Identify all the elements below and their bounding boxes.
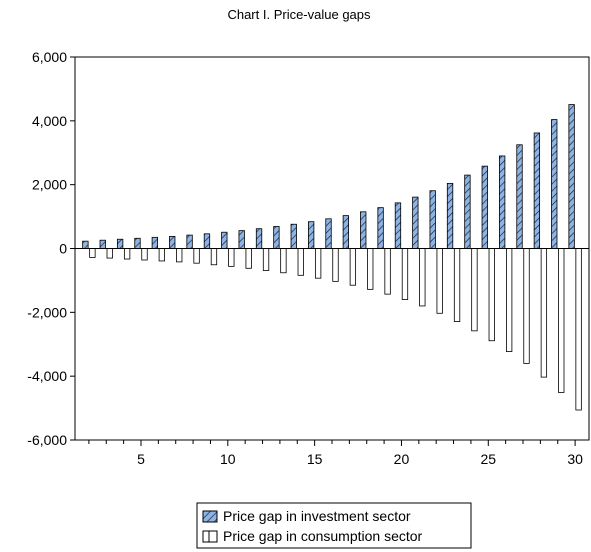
- chart-title: Chart I. Price-value gaps: [227, 7, 371, 22]
- bar-investment: [238, 230, 245, 249]
- legend: Price gap in investment sector Price gap…: [196, 502, 472, 549]
- bar-consumption: [210, 248, 218, 266]
- bar-consumption: [297, 248, 304, 276]
- legend-swatch-investment: [202, 510, 218, 523]
- legend-frame: [196, 502, 472, 549]
- x-tick-label: 25: [480, 451, 496, 467]
- y-axis: -6,000 -4,000 -2,000 0 2,000 4,000 6,000: [27, 49, 75, 448]
- bar-investment: [325, 218, 332, 249]
- bar-investment: [169, 235, 176, 249]
- bar-investment: [533, 132, 541, 249]
- bar-investment: [116, 238, 124, 249]
- bar-consumption: [176, 248, 183, 263]
- y-tick-label: -2,000: [27, 304, 67, 320]
- y-tick-label: -4,000: [27, 368, 67, 384]
- y-tick-label: -6,000: [27, 432, 67, 448]
- bar-consumption: [401, 248, 409, 300]
- bar-consumption: [332, 248, 339, 282]
- bar-investment: [481, 165, 488, 249]
- bar-consumption: [575, 248, 582, 411]
- bar-investment: [394, 202, 402, 249]
- bar-consumption: [419, 248, 426, 307]
- legend-label-consumption: Price gap in consumption sector: [223, 528, 423, 544]
- x-tick-label: 20: [394, 451, 410, 467]
- bar-investment: [255, 228, 263, 249]
- bar-consumption: [436, 248, 443, 314]
- bar-consumption: [488, 248, 495, 342]
- bar-investment: [464, 174, 471, 249]
- x-tick-label: 5: [137, 451, 145, 467]
- bar-consumption: [523, 248, 530, 364]
- x-axis: 5 10 15 20 25 30: [88, 440, 583, 467]
- bar-investment: [221, 231, 228, 249]
- bar-consumption: [141, 248, 148, 261]
- bar-consumption: [367, 248, 374, 290]
- bar-investment: [134, 237, 141, 249]
- bar-consumption: [262, 248, 270, 271]
- bar-consumption: [384, 248, 391, 295]
- bar-investment: [516, 144, 523, 249]
- bar-investment: [360, 211, 367, 249]
- y-tick-label: 0: [59, 241, 67, 257]
- bar-consumption: [158, 248, 166, 262]
- bar-consumption: [558, 248, 565, 393]
- bar-investment: [290, 223, 297, 249]
- bar-investment: [99, 239, 106, 249]
- bar-investment: [273, 226, 280, 249]
- bar-consumption: [280, 248, 287, 274]
- bar-investment: [568, 104, 575, 249]
- bar-investment: [429, 190, 436, 249]
- bar-consumption: [540, 248, 548, 378]
- bar-investment: [551, 119, 558, 249]
- bar-investment: [203, 233, 211, 249]
- y-tick-label: 6,000: [32, 49, 67, 65]
- bar-consumption: [453, 248, 461, 322]
- bar-consumption: [228, 248, 235, 267]
- bar-investment: [186, 234, 193, 249]
- bar-consumption: [106, 248, 113, 259]
- x-tick-label: 15: [307, 451, 323, 467]
- y-tick-label: 2,000: [32, 177, 67, 193]
- x-tick-label: 10: [220, 451, 236, 467]
- bar-investment: [342, 215, 350, 249]
- bar-investment: [412, 196, 419, 249]
- bar-investment: [307, 221, 315, 249]
- bar-consumption: [349, 248, 357, 286]
- bar-consumption: [471, 248, 478, 332]
- bar-investment: [377, 207, 384, 249]
- legend-label-investment: Price gap in investment sector: [223, 508, 411, 524]
- x-tick-label: 30: [567, 451, 583, 467]
- bar-consumption: [245, 248, 252, 269]
- y-tick-label: 4,000: [32, 113, 67, 129]
- legend-swatch-consumption: [202, 530, 218, 543]
- bar-consumption: [123, 248, 131, 260]
- bar-consumption: [505, 248, 513, 352]
- bars-group: [82, 104, 582, 411]
- bar-investment: [446, 182, 454, 249]
- bar-consumption: [314, 248, 322, 279]
- bar-consumption: [89, 248, 96, 258]
- bar-investment: [82, 240, 89, 249]
- bar-consumption: [193, 248, 200, 264]
- bar-investment: [151, 236, 159, 249]
- bar-investment: [498, 155, 506, 249]
